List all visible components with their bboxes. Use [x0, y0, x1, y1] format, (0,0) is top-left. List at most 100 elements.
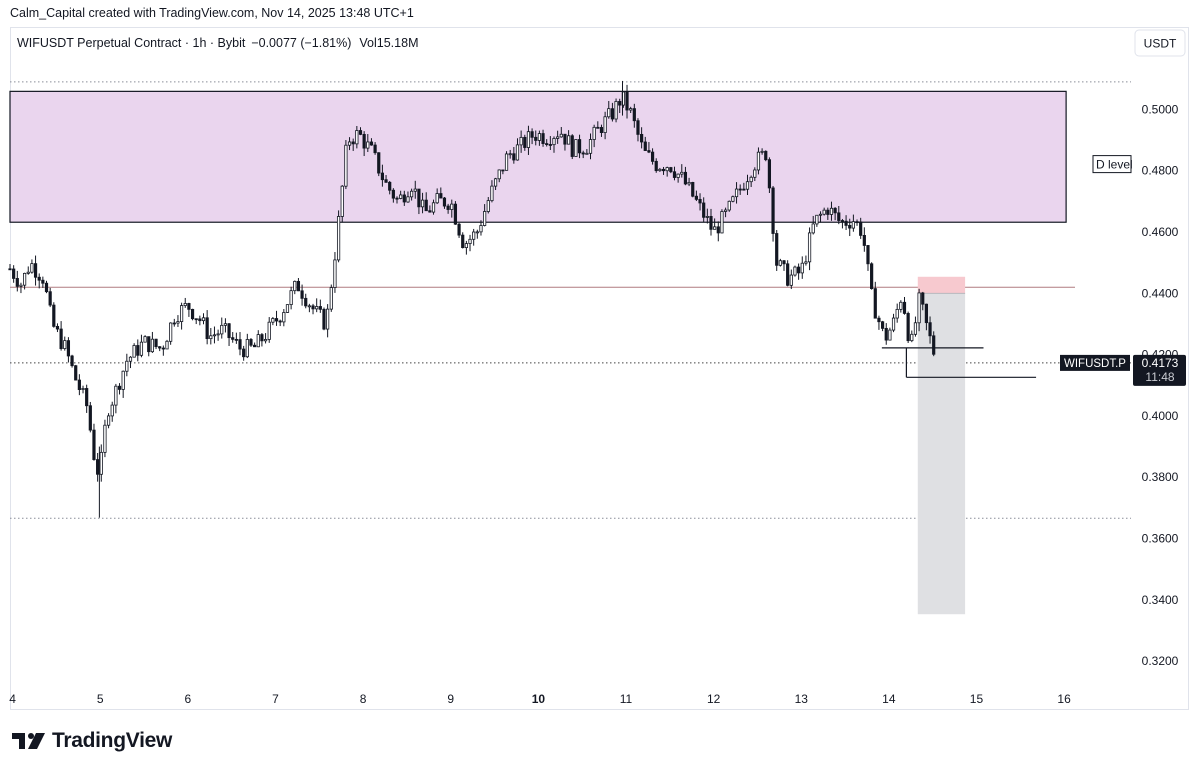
candle[interactable] [296, 278, 301, 292]
candle[interactable] [223, 318, 228, 333]
candle[interactable] [19, 282, 23, 294]
candle[interactable] [326, 304, 330, 338]
candle[interactable] [917, 288, 921, 332]
candle[interactable] [143, 335, 147, 343]
candle[interactable] [424, 192, 428, 212]
candle[interactable] [745, 174, 750, 195]
candle[interactable] [128, 356, 133, 369]
candle[interactable] [81, 385, 85, 394]
candle[interactable] [245, 333, 249, 359]
candle[interactable] [815, 214, 819, 227]
candle[interactable] [658, 167, 662, 172]
candle[interactable] [526, 125, 531, 155]
candle[interactable] [534, 130, 538, 146]
candle[interactable] [52, 302, 56, 328]
candle[interactable] [278, 319, 282, 327]
candle[interactable] [713, 218, 717, 230]
candle[interactable] [541, 129, 545, 147]
candle[interactable] [669, 166, 673, 174]
candle[interactable] [782, 260, 786, 271]
candle[interactable] [483, 204, 487, 227]
tradingview-logo[interactable]: TradingView [12, 729, 172, 753]
candle[interactable] [479, 220, 483, 236]
candle[interactable] [351, 138, 355, 151]
candle[interactable] [271, 316, 275, 326]
candle[interactable] [220, 317, 224, 339]
candle[interactable] [577, 134, 582, 159]
candle[interactable] [932, 331, 936, 357]
candle[interactable] [691, 181, 695, 198]
candle[interactable] [523, 134, 527, 151]
candle[interactable] [807, 227, 812, 271]
candle[interactable] [329, 284, 333, 312]
candle[interactable] [136, 339, 140, 362]
candle[interactable] [267, 317, 271, 343]
candle[interactable] [158, 346, 162, 352]
candle[interactable] [23, 272, 27, 290]
candle[interactable] [59, 321, 63, 351]
candle[interactable] [902, 296, 907, 315]
candle[interactable] [461, 232, 465, 249]
candle[interactable] [683, 166, 688, 186]
candle[interactable] [201, 313, 206, 325]
candle[interactable] [866, 245, 870, 271]
candle[interactable] [833, 207, 837, 221]
candle[interactable] [176, 315, 180, 327]
candle[interactable] [804, 255, 808, 266]
candle[interactable] [665, 166, 669, 177]
candle[interactable] [446, 203, 450, 214]
candle[interactable] [347, 137, 352, 151]
candle[interactable] [906, 311, 910, 343]
symbol-title[interactable]: WIFUSDT Perpetual Contract · 1h · Bybit [17, 36, 246, 50]
candle[interactable] [800, 256, 804, 279]
candle[interactable] [614, 98, 618, 123]
candle[interactable] [48, 287, 52, 308]
candle[interactable] [775, 230, 779, 271]
candle[interactable] [596, 121, 600, 129]
candle[interactable] [139, 334, 144, 358]
candle[interactable] [844, 215, 848, 230]
candle[interactable] [603, 111, 607, 140]
candle[interactable] [154, 338, 158, 350]
candle[interactable] [924, 303, 928, 331]
candle[interactable] [895, 303, 899, 323]
candle[interactable] [132, 343, 136, 358]
candle[interactable] [190, 308, 195, 321]
candle[interactable] [811, 215, 815, 235]
candle[interactable] [880, 320, 885, 332]
candle[interactable] [910, 330, 914, 343]
candle[interactable] [723, 207, 728, 218]
candle[interactable] [457, 222, 461, 238]
candle[interactable] [672, 166, 677, 181]
candle[interactable] [388, 180, 392, 195]
candle[interactable] [778, 258, 782, 267]
candle[interactable] [855, 219, 859, 226]
candle[interactable] [300, 284, 304, 306]
candle[interactable] [263, 333, 268, 344]
candle[interactable] [497, 169, 501, 183]
candle[interactable] [377, 152, 381, 177]
price-tag[interactable] [1133, 354, 1186, 386]
candle[interactable] [172, 318, 176, 327]
candle[interactable] [486, 197, 490, 214]
candle[interactable] [709, 208, 713, 236]
candle[interactable] [848, 218, 852, 237]
candle[interactable] [63, 336, 67, 351]
candle[interactable] [74, 364, 78, 381]
candle[interactable] [789, 269, 793, 290]
candle[interactable] [117, 383, 122, 395]
candle[interactable] [501, 169, 505, 175]
candle[interactable] [786, 260, 790, 287]
candle[interactable] [304, 293, 308, 309]
candle[interactable] [355, 125, 359, 149]
supply-zone[interactable] [9, 90, 1067, 223]
candle[interactable] [764, 150, 768, 162]
candle[interactable] [282, 309, 286, 327]
candle[interactable] [96, 452, 100, 482]
candle[interactable] [260, 333, 264, 347]
candle[interactable] [694, 190, 698, 202]
candle[interactable] [928, 316, 932, 344]
candle[interactable] [417, 188, 421, 215]
candle[interactable] [753, 167, 757, 181]
candle[interactable] [537, 130, 541, 146]
